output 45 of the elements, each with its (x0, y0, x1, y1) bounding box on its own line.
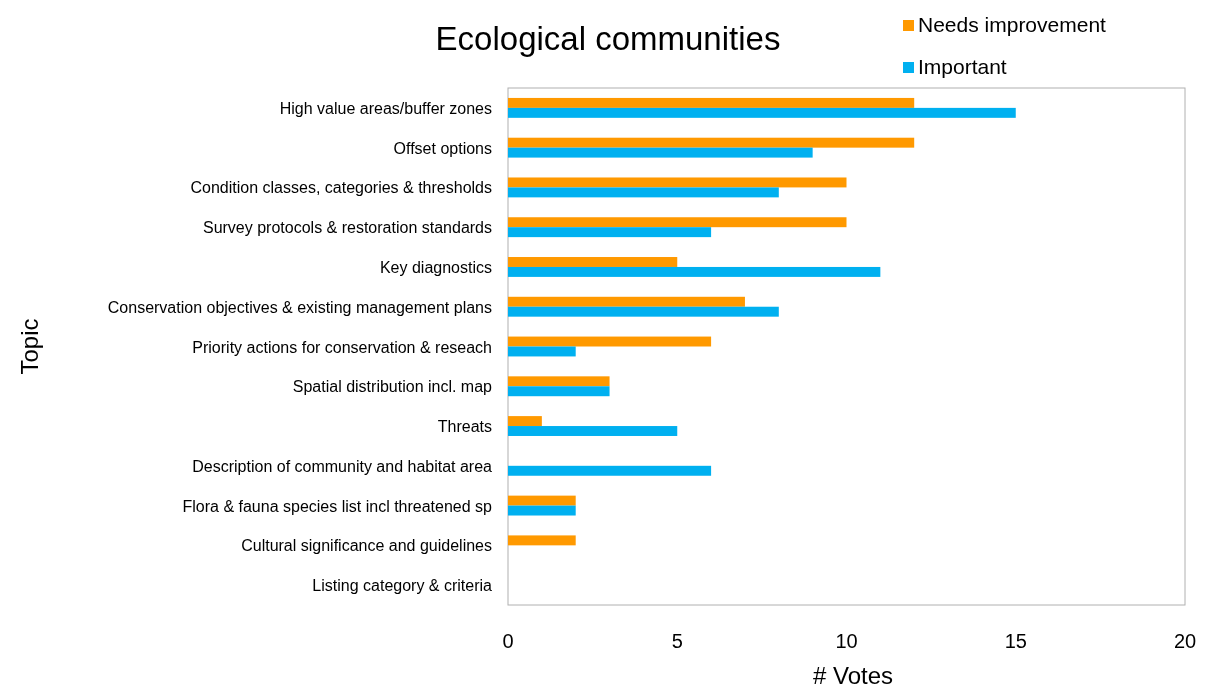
bar (508, 227, 712, 238)
y-tick-label: Threats (437, 418, 492, 436)
bar (508, 465, 712, 476)
bar (508, 217, 847, 228)
bar (508, 376, 610, 387)
bar (508, 426, 678, 436)
bar (508, 147, 813, 158)
bar (508, 296, 745, 307)
bar (508, 505, 576, 516)
y-tick-label: High value areas/buffer zones (279, 99, 492, 117)
y-tick-label: Description of community and habitat area (192, 457, 493, 475)
bar (508, 137, 915, 148)
legend-label: Important (918, 55, 1007, 78)
x-axis-title: # Votes (812, 662, 894, 689)
y-tick-label: Condition classes, categories & thresholds (190, 179, 492, 197)
y-tick-label: Cultural significance and guidelines (241, 537, 492, 555)
x-tick-label: 20 (1173, 630, 1197, 652)
bar (508, 257, 678, 267)
chart-title: Ecological communities (435, 20, 781, 57)
bar (508, 336, 712, 347)
y-tick-label: Key diagnostics (379, 258, 492, 276)
x-tick-label: 0 (502, 630, 514, 652)
bar (508, 346, 576, 357)
bar (508, 306, 779, 317)
bar (508, 495, 576, 506)
x-tick-label: 10 (835, 630, 858, 652)
legend-label: Needs improvement (918, 13, 1107, 36)
bar (508, 416, 542, 427)
bar (508, 386, 610, 397)
y-tick-label: Listing category & criteria (312, 577, 493, 595)
y-tick-label: Conservation objectives & existing management plans (107, 298, 492, 316)
bar (508, 535, 576, 546)
y-tick-label: Offset options (393, 139, 492, 157)
y-axis-title: Topic (16, 318, 43, 375)
bar (508, 107, 1016, 118)
bar (508, 266, 881, 277)
bar (508, 187, 779, 198)
y-tick-label: Spatial distribution incl. map (292, 378, 493, 396)
y-tick-label: Priority actions for conservation & reseach (192, 338, 492, 356)
bar (508, 177, 847, 188)
x-tick-label: 15 (1004, 630, 1027, 652)
y-tick-label: Flora & fauna species list incl threatened sp (182, 497, 493, 515)
bar (508, 97, 915, 108)
x-tick-label: 5 (671, 630, 683, 652)
y-tick-label: Survey protocols & restoration standards (202, 219, 492, 237)
